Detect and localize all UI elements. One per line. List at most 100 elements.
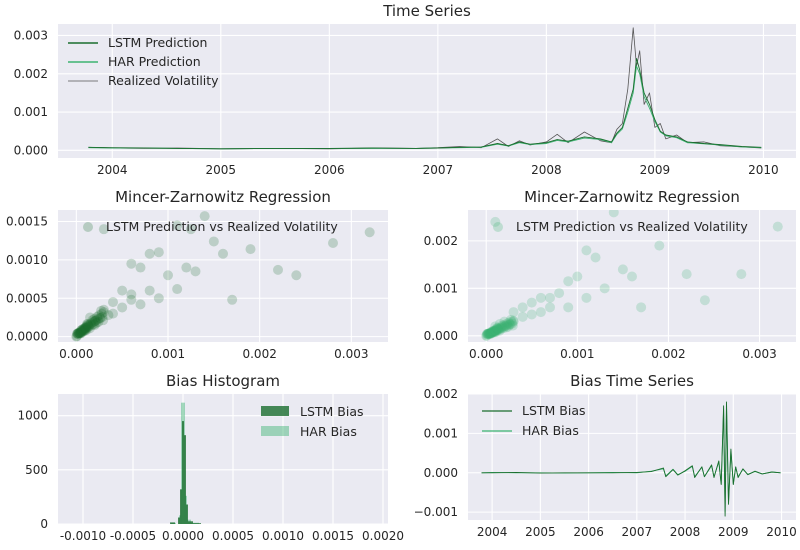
mz1-scatter-point — [90, 315, 101, 326]
mz1-scatter-point — [77, 325, 88, 336]
mz2-scatter-point — [486, 326, 497, 337]
mz2-scatter-point — [563, 302, 574, 313]
mz2-ytick-label: 0.000 — [424, 329, 458, 343]
hist-ytick-label: 1000 — [17, 409, 48, 423]
mz2-scatter-point — [617, 264, 628, 275]
bts-ytick-label: 0.000 — [424, 466, 458, 480]
mz2-legend: LSTM Prediction vs Realized Volatility — [493, 219, 748, 234]
mz2-legend-marker — [493, 222, 503, 232]
mz2-scatter-point — [485, 328, 496, 339]
mz1-scatter-point — [89, 316, 100, 327]
mz1-scatter-point — [98, 307, 109, 318]
lstm-bias-bar — [170, 522, 175, 524]
mz2-scatter-point — [654, 240, 665, 251]
mz1-scatter-point — [88, 319, 99, 330]
mz1-scatter-point — [72, 328, 83, 339]
mz1-scatter-point — [82, 319, 93, 330]
mz2-scatter-point — [485, 327, 496, 338]
bts-marks — [481, 401, 781, 517]
mz2-scatter-point — [495, 322, 506, 333]
mz2-scatter-point — [545, 302, 555, 313]
mz2-scatter-point — [489, 326, 500, 337]
mz2-scatter-point — [499, 316, 510, 327]
mz2-plot-area — [468, 210, 796, 342]
mz2-scatter-point — [572, 271, 583, 282]
mz2-scatter-point — [581, 245, 592, 256]
mz2-scatter-point — [494, 325, 505, 336]
mz1-scatter-point — [144, 285, 155, 296]
mz2-scatter-point — [699, 295, 710, 306]
mz2-scatter-point — [581, 292, 592, 303]
mz2-xtick-label: 0.001 — [560, 347, 594, 361]
mz2-scatter-point — [490, 216, 501, 227]
mz1-scatter-point — [80, 322, 91, 333]
mz2-scatter-point — [545, 292, 555, 303]
mz2-scatter-point — [505, 319, 516, 330]
mz1-scatter-point — [98, 224, 109, 235]
mz2-scatter-point — [490, 325, 501, 336]
mz2-scatter-point — [489, 327, 500, 338]
mz1-scatter-point — [76, 327, 87, 338]
mz2-scatter-point — [501, 322, 512, 333]
hist-xtick-label: -0.0005 — [110, 529, 156, 543]
mz2-scatter-point — [482, 328, 493, 339]
mz1-scatter-point — [227, 294, 238, 305]
mz2-scatter-point — [491, 326, 502, 337]
mz1-scatter-point — [83, 321, 94, 332]
mz2-scatter-point — [736, 269, 747, 280]
mz1-scatter-point — [80, 322, 91, 333]
mz2-ytick-label: 0.002 — [424, 234, 458, 248]
bts-xtick-label: 2008 — [670, 525, 701, 539]
mz1-scatter-point — [77, 325, 88, 336]
hist-ytick-label: 0 — [40, 517, 48, 531]
mz2-panel: 0.000 0.001 0.002 0.003 0.000 0.001 0.002 Mince… — [424, 188, 796, 361]
hist-marks — [170, 402, 201, 524]
mz1-scatter-point — [71, 331, 82, 342]
mz1-scatter-point — [85, 319, 96, 330]
mz1-scatter-point — [87, 315, 98, 326]
mz2-scatter-point — [488, 326, 499, 337]
bts-ytick-label: 0.001 — [424, 426, 458, 440]
mz1-scatter-point — [364, 227, 375, 238]
mz2-scatter-point — [492, 323, 503, 334]
ts-xtick-label: 2009 — [640, 163, 671, 177]
mz2-scatter-point — [495, 323, 506, 334]
mz2-scatter-point — [483, 329, 494, 340]
mz2-scatter-point — [481, 330, 492, 341]
ts-plot-area — [58, 24, 796, 158]
mz1-scatter-point — [98, 315, 109, 326]
hist-xtick-label: 0.0020 — [362, 529, 404, 543]
mz2-scatter-point — [501, 318, 512, 329]
mz2-scatter-point — [503, 321, 514, 332]
ts-xtick-label: 2008 — [531, 163, 562, 177]
bts-ytick-label: −0.001 — [414, 505, 458, 519]
mz1-scatter-point — [75, 327, 86, 338]
ts-panel: 2004 2005 2006 2007 2008 2009 2010 0.000 0.001 0.… — [14, 2, 796, 177]
ts-xtick-label: 2007 — [423, 163, 454, 177]
lstm-bias-bar — [178, 517, 180, 524]
mz1-scatter-point — [135, 262, 146, 273]
mz1-xtick-label: 0.003 — [334, 347, 368, 361]
lstm-prediction-line — [88, 58, 762, 150]
mz1-plot-area — [58, 210, 388, 342]
mz1-scatter-point — [163, 270, 173, 281]
mz2-scatter-point — [485, 328, 496, 339]
mz1-ytick-label: 0.0010 — [6, 253, 48, 267]
mz2-legend-label: LSTM Prediction vs Realized Volatility — [516, 219, 748, 234]
mz2-scatter-point — [563, 276, 574, 287]
mz1-xtick-label: 0.000 — [59, 347, 93, 361]
mz1-scatter-point — [78, 323, 89, 334]
lstm-bias-bar — [184, 435, 186, 524]
bts-xtick-label: 2005 — [525, 525, 556, 539]
hist-xtick-label: -0.0010 — [60, 529, 106, 543]
mz1-scatter-point — [78, 323, 89, 334]
mz1-scatter-point — [79, 324, 90, 335]
mz1-scatter-point — [75, 325, 86, 336]
hist-legend-swatch — [261, 406, 289, 416]
mz1-scatter-point — [190, 266, 201, 277]
mz1-marks — [71, 211, 375, 342]
mz2-scatter-point — [485, 328, 496, 339]
mz1-scatter-point — [135, 299, 146, 310]
mz2-scatter-point — [483, 328, 494, 339]
mz2-xtick-label: 0.000 — [469, 347, 503, 361]
